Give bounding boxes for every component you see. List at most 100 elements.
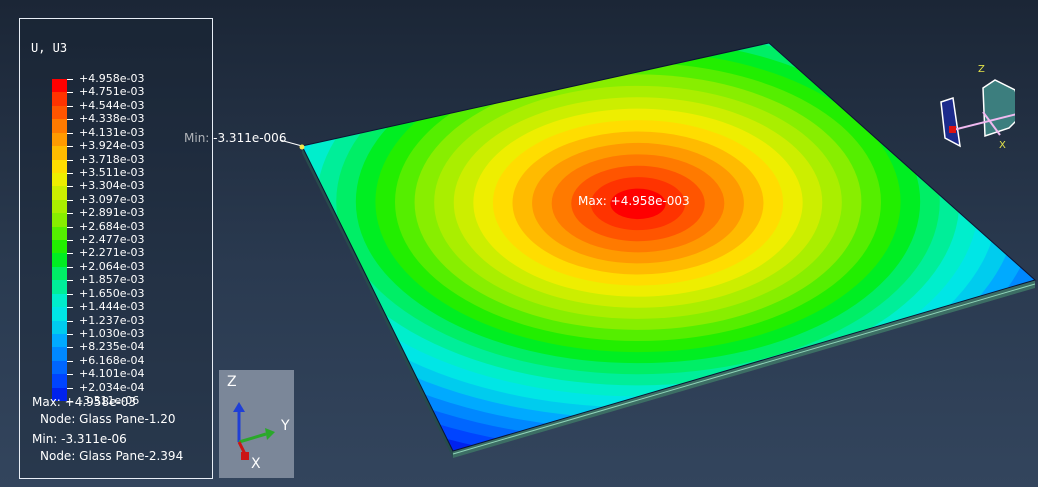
legend-min-node: Node: Glass Pane-2.394 [40, 449, 184, 463]
legend-label: +4.338e-03 [79, 112, 145, 126]
legend-tick [67, 92, 73, 94]
legend-label: +1.650e-03 [79, 286, 145, 300]
legend-label: +3.097e-03 [79, 192, 145, 206]
legend-swatch [52, 374, 67, 389]
legend-tick [67, 159, 73, 161]
triad-box: Z Y X [219, 370, 294, 478]
legend-label: +4.751e-03 [79, 85, 145, 99]
legend-tick [67, 79, 73, 80]
legend-tick [67, 226, 73, 228]
legend-swatch [52, 79, 67, 93]
legend-label: +4.131e-03 [79, 125, 145, 139]
legend-label: +1.030e-03 [79, 326, 145, 340]
legend-label: +4.958e-03 [79, 72, 145, 85]
legend-swatch [52, 266, 67, 281]
legend-swatch [52, 132, 67, 147]
legend-tick [67, 146, 73, 148]
legend-max-node: Node: Glass Pane-1.20 [40, 412, 176, 426]
legend-swatch [52, 92, 67, 107]
legend-tick [67, 132, 73, 134]
legend-label: +8.235e-04 [79, 340, 145, 354]
legend-label: +2.271e-03 [79, 246, 145, 260]
legend-panel[interactable]: U, U3 +4.958e-03 +4.751e-03 +4.544e-03 +4.3… [19, 18, 213, 479]
legend-min-value: Min: -3.311e-06 [32, 432, 127, 446]
legend-tick [67, 401, 73, 402]
legend-tick [67, 333, 73, 335]
legend-label: +4.101e-04 [79, 367, 145, 381]
legend-tick [67, 347, 73, 349]
plate-edge-line [452, 283, 1036, 455]
legend-tick [67, 199, 73, 201]
legend-label: +2.684e-03 [79, 219, 145, 233]
legend-swatch [52, 119, 67, 134]
legend-tick [67, 213, 73, 215]
legend-swatch [52, 199, 67, 214]
plate-side-front [302, 146, 453, 458]
triad-x-label: X [251, 456, 261, 472]
triad-z-label: Z [227, 374, 237, 390]
legend-swatch [52, 213, 67, 228]
legend-label: +3.511e-03 [79, 165, 145, 179]
legend-tick [67, 119, 73, 121]
legend-swatch [52, 159, 67, 174]
legend-tick [67, 240, 73, 241]
y-axis-arrow [238, 432, 267, 444]
plate-outline [301, 42, 1037, 452]
max-marker-label: Max: +4.958e-003 [578, 194, 690, 208]
legend-swatch [52, 307, 67, 321]
view-cube-z-label: Z [978, 64, 985, 75]
legend-label: +1.444e-03 [79, 300, 145, 314]
legend-swatch [52, 240, 67, 254]
legend-tick [67, 105, 73, 107]
legend-tick [67, 280, 73, 282]
legend-label: +4.544e-03 [79, 98, 145, 112]
legend-tick [67, 360, 73, 362]
legend-tick [67, 186, 73, 188]
view-cube-left-face[interactable] [940, 97, 961, 148]
legend-title: U, U3 [31, 41, 68, 55]
legend-label: +2.064e-03 [79, 259, 145, 273]
legend-label: +2.477e-03 [79, 233, 145, 246]
legend-tick [67, 253, 73, 255]
legend-label: +3.304e-03 [79, 179, 145, 193]
legend-label: +3.718e-03 [79, 152, 145, 166]
view-cube-axis-2 [982, 111, 1001, 136]
legend-tick [67, 172, 73, 174]
z-axis-arrow-head [233, 402, 245, 412]
legend-tick [67, 266, 73, 268]
view-cube-x-label: X [999, 140, 1006, 151]
legend-swatch [52, 360, 67, 375]
legend-swatch [52, 280, 67, 295]
x-axis-arrow-head [241, 452, 249, 460]
legend-swatch [52, 105, 67, 120]
legend-swatch [52, 293, 67, 308]
legend-swatch [52, 253, 67, 268]
view-cube[interactable] [935, 66, 1015, 156]
legend-label: +2.891e-03 [79, 206, 145, 220]
view-cube-red-marker [949, 126, 956, 133]
legend-label: +1.237e-03 [79, 313, 145, 327]
min-marker-label: Min: -3.311e-006 [184, 131, 287, 145]
coordinate-triad [233, 402, 275, 460]
min-marker-dot [299, 144, 305, 150]
legend-swatch [52, 320, 67, 335]
legend-swatch [52, 333, 67, 348]
triad-y-label: Y [281, 418, 290, 434]
legend-swatch [52, 186, 67, 201]
contour-band [610, 188, 666, 220]
legend-tick [67, 387, 73, 389]
legend-max-value: Max: +4.958e-03 [32, 395, 137, 409]
legend-swatch [52, 172, 67, 187]
legend-label: +6.168e-04 [79, 353, 145, 367]
legend-tick [67, 374, 73, 376]
legend-swatch [52, 387, 67, 402]
min-marker-leader [279, 139, 303, 147]
color-bar [52, 79, 67, 402]
legend-swatch [52, 226, 67, 241]
legend-tick [67, 293, 73, 295]
legend-swatch [52, 347, 67, 362]
view-cube-right-face[interactable] [982, 79, 1015, 138]
legend-tick [67, 320, 73, 322]
